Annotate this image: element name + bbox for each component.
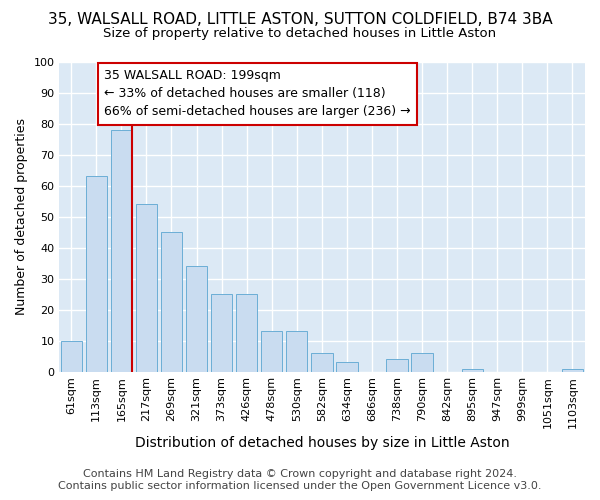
Text: Contains HM Land Registry data © Crown copyright and database right 2024.
Contai: Contains HM Land Registry data © Crown c… — [58, 470, 542, 491]
Bar — [161, 232, 182, 372]
Bar — [236, 294, 257, 372]
Bar — [286, 332, 307, 372]
Bar — [61, 340, 82, 372]
Bar — [186, 266, 207, 372]
Bar — [261, 332, 283, 372]
Bar — [562, 368, 583, 372]
Bar — [412, 353, 433, 372]
Text: 35 WALSALL ROAD: 199sqm
← 33% of detached houses are smaller (118)
66% of semi-d: 35 WALSALL ROAD: 199sqm ← 33% of detache… — [104, 70, 410, 118]
Bar — [211, 294, 232, 372]
Bar — [111, 130, 132, 372]
Bar — [311, 353, 332, 372]
Bar — [386, 360, 407, 372]
X-axis label: Distribution of detached houses by size in Little Aston: Distribution of detached houses by size … — [134, 436, 509, 450]
Bar — [136, 204, 157, 372]
Text: 35, WALSALL ROAD, LITTLE ASTON, SUTTON COLDFIELD, B74 3BA: 35, WALSALL ROAD, LITTLE ASTON, SUTTON C… — [47, 12, 553, 28]
Text: Size of property relative to detached houses in Little Aston: Size of property relative to detached ho… — [103, 28, 497, 40]
Bar — [86, 176, 107, 372]
Bar — [461, 368, 483, 372]
Bar — [336, 362, 358, 372]
Y-axis label: Number of detached properties: Number of detached properties — [15, 118, 28, 315]
